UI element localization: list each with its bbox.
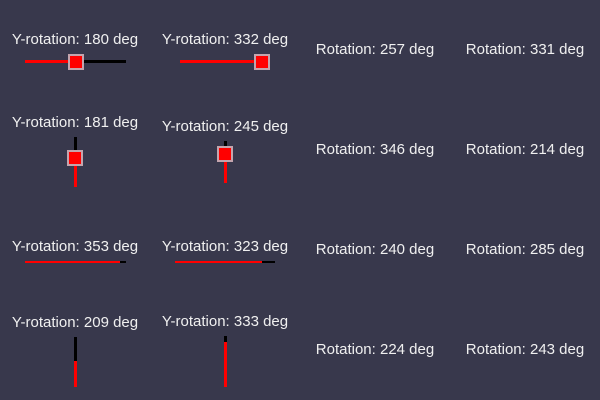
rotation-cell-11: Rotation: 240 deg xyxy=(300,200,450,300)
rotation-label: Y-rotation: 353 deg xyxy=(11,237,139,255)
rotation-label: Y-rotation: 209 deg xyxy=(11,313,139,331)
rotation-cell-7: Rotation: 346 deg xyxy=(300,100,450,200)
rotation-slider[interactable] xyxy=(24,260,126,263)
rotation-label: Rotation: 224 deg xyxy=(315,341,435,358)
slider-track-red xyxy=(175,260,262,263)
rotation-cell-6: Y-rotation: 245 deg xyxy=(150,100,300,200)
rotation-slider[interactable] xyxy=(24,53,126,70)
slider-track-black xyxy=(73,136,77,150)
rotation-cell-2: Y-rotation: 332 deg xyxy=(150,0,300,100)
rotation-cell-15: Rotation: 224 deg xyxy=(300,300,450,400)
slider-track-black xyxy=(119,260,126,263)
slider-track-black xyxy=(223,140,227,146)
slider-track-red xyxy=(180,60,254,63)
rotation-label: Rotation: 240 deg xyxy=(315,241,435,258)
rotation-cell-1: Y-rotation: 180 deg xyxy=(0,0,150,100)
rotation-label: Y-rotation: 181 deg xyxy=(11,113,139,131)
slider-handle[interactable] xyxy=(217,145,233,162)
rotation-cell-4: Rotation: 331 deg xyxy=(450,0,600,100)
rotation-cell-9: Y-rotation: 353 deg xyxy=(0,200,150,300)
rotation-label: Y-rotation: 332 deg xyxy=(161,30,289,48)
rotation-label: Rotation: 243 deg xyxy=(465,341,585,358)
rotation-cell-3: Rotation: 257 deg xyxy=(300,0,450,100)
rotation-label: Y-rotation: 245 deg xyxy=(161,117,289,135)
slider-track-red xyxy=(73,360,77,387)
slider-track-red xyxy=(24,260,120,263)
slider-track-red xyxy=(73,165,77,187)
slider-handle[interactable] xyxy=(67,53,84,70)
rotation-label: Y-rotation: 333 deg xyxy=(161,313,289,330)
slider-track-black xyxy=(223,336,227,342)
rotation-slider[interactable] xyxy=(175,260,275,263)
rotation-cell-8: Rotation: 214 deg xyxy=(450,100,600,200)
rotation-label: Rotation: 285 deg xyxy=(465,241,585,258)
rotation-slider[interactable] xyxy=(73,336,77,387)
rotation-label: Y-rotation: 180 deg xyxy=(11,30,139,48)
slider-track-red xyxy=(24,60,68,63)
slider-handle[interactable] xyxy=(67,149,83,166)
rotation-label: Rotation: 346 deg xyxy=(315,141,435,158)
slider-handle[interactable] xyxy=(254,53,270,70)
rotation-slider[interactable] xyxy=(67,136,83,187)
rotation-cell-10: Y-rotation: 323 deg xyxy=(150,200,300,300)
rotation-slider[interactable] xyxy=(223,336,227,387)
rotation-cell-5: Y-rotation: 181 deg xyxy=(0,100,150,200)
rotation-label: Rotation: 331 deg xyxy=(465,41,585,58)
rotation-label: Rotation: 214 deg xyxy=(465,141,585,158)
rotation-slider[interactable] xyxy=(180,53,270,70)
rotation-cell-13: Y-rotation: 209 deg xyxy=(0,300,150,400)
slider-track-black xyxy=(262,260,275,263)
rotation-label: Rotation: 257 deg xyxy=(315,41,435,58)
slider-track-black xyxy=(73,336,77,361)
rotation-label: Y-rotation: 323 deg xyxy=(161,237,289,255)
slider-track-red xyxy=(223,342,227,387)
rotation-cell-14: Y-rotation: 333 deg xyxy=(150,300,300,400)
slider-track-red xyxy=(223,161,227,183)
rotation-cell-12: Rotation: 285 deg xyxy=(450,200,600,300)
rotation-cell-16: Rotation: 243 deg xyxy=(450,300,600,400)
rotation-slider[interactable] xyxy=(217,140,233,183)
slider-track-black xyxy=(83,60,126,63)
